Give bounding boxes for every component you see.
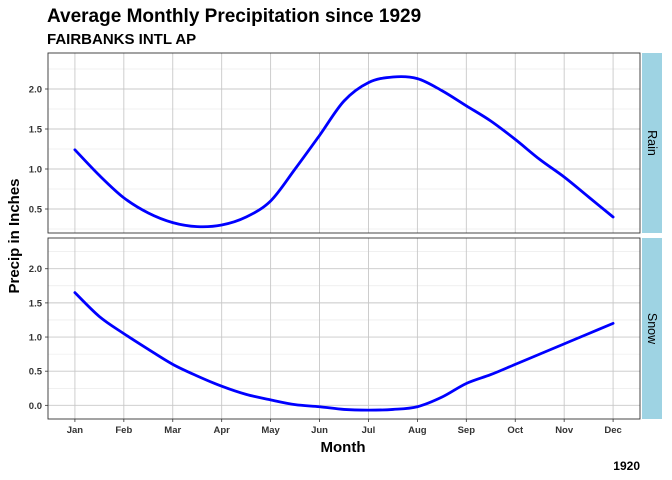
x-tick-label: Nov: [555, 425, 574, 436]
panel-border: [47, 237, 641, 420]
x-tick-label: May: [261, 425, 280, 436]
x-axis-title: Month: [321, 439, 366, 456]
facet-strip: [642, 53, 662, 233]
y-axis-title: Precip in Inches: [6, 178, 23, 293]
x-tick-label: Oct: [507, 425, 524, 436]
panel-border: [47, 52, 641, 234]
y-tick-label: 0.0: [29, 401, 42, 412]
y-tick-label: 1.0: [29, 165, 42, 176]
x-tick-label: Sep: [458, 425, 476, 436]
series-line-snow: [73, 291, 615, 412]
x-tick-label: Mar: [164, 425, 181, 436]
panel-snow: 0.0 0.5 1.0 1.5 2.0 Snow: [29, 237, 662, 420]
chart-subtitle: FAIRBANKS INTL AP: [47, 31, 196, 48]
x-tick-label: Jan: [67, 425, 84, 436]
facet-strip-label: Rain: [645, 130, 659, 156]
y-tick-label: 1.5: [29, 298, 43, 309]
x-tick-label: Jun: [311, 425, 328, 436]
y-tick-label: 1.5: [29, 125, 43, 136]
x-tick-label: Dec: [604, 425, 621, 436]
y-tick-label: 2.0: [29, 264, 42, 275]
x-tick-label: Aug: [408, 425, 427, 436]
y-tick-label: 2.0: [29, 85, 42, 96]
x-tick-label: Jul: [362, 425, 376, 436]
chart-title: Average Monthly Precipitation since 1929: [47, 6, 421, 27]
y-tick-label: 0.5: [29, 205, 43, 216]
facet-strip: [642, 238, 662, 419]
x-tick-label: Feb: [115, 425, 132, 436]
y-tick-label: 0.5: [29, 367, 43, 378]
panel-background: [48, 53, 640, 233]
x-tick-label: Apr: [213, 425, 230, 436]
panel-background: [48, 238, 640, 419]
caption: 1920: [613, 459, 640, 473]
facet-strip-label: Snow: [645, 313, 659, 345]
y-tick-label: 1.0: [29, 333, 42, 344]
panel-rain: 0.5 1.0 1.5 2.0 Rain: [29, 52, 662, 234]
series-line-rain: [73, 75, 615, 229]
